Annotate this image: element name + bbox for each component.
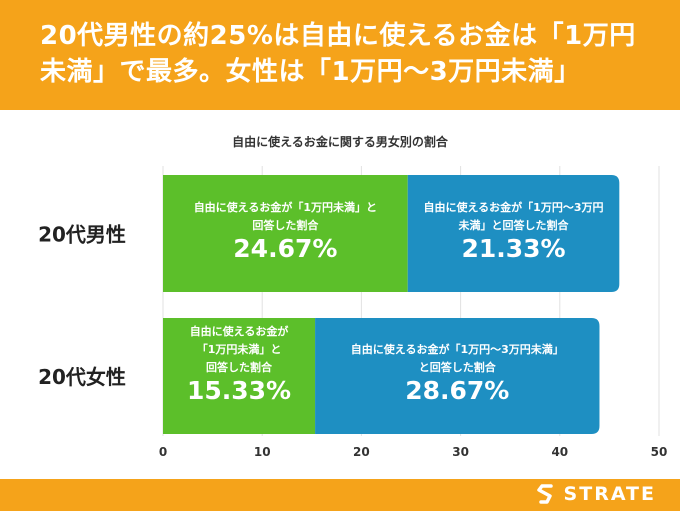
bar-segment — [315, 318, 600, 434]
bar-segment-label: 回答した割合 — [252, 218, 319, 232]
category-label: 20代男性 — [38, 223, 126, 247]
x-tick-label: 10 — [254, 445, 271, 459]
brand-name: STRATE — [563, 483, 656, 505]
bar-value-label: 21.33% — [461, 234, 565, 263]
stacked-bar-chart: 自由に使えるお金が「1万円未満」と回答した割合24.67%自由に使えるお金が「1… — [38, 166, 668, 459]
bar-segment-label: 自由に使えるお金が「1万円〜3万円 — [424, 200, 604, 214]
strate-logo-icon — [536, 484, 553, 504]
bar-segment-label: と回答した割合 — [419, 360, 497, 374]
header-banner: 20代男性の約25%は自由に使えるお金は「1万円 未満」で最多。女性は「1万円〜… — [0, 0, 680, 110]
footer-bar: STRATE — [0, 479, 680, 511]
headline-line-1: 20代男性の約25%は自由に使えるお金は「1万円 — [40, 21, 636, 51]
x-tick-label: 0 — [159, 445, 167, 459]
bar-value-label: 15.33% — [187, 376, 291, 405]
bar-segment-label: 自由に使えるお金が「1万円〜3万円未満」 — [351, 342, 564, 356]
chart-title: 自由に使えるお金に関する男女別の割合 — [232, 135, 448, 149]
bar-segment — [407, 175, 620, 292]
x-tick-label: 40 — [551, 445, 568, 459]
x-tick-label: 20 — [353, 445, 370, 459]
bar-value-label: 28.67% — [405, 376, 509, 405]
bar-segment-label: 「1万円未満」と — [197, 342, 282, 356]
bar-value-label: 24.67% — [233, 234, 337, 263]
x-tick-label: 50 — [651, 445, 668, 459]
brand-logo: STRATE — [536, 483, 656, 505]
bar-segment-label: 自由に使えるお金が「1万円未満」と — [194, 200, 377, 214]
bar-segment — [163, 318, 316, 434]
bar-segment-label: 未満」と回答した割合 — [458, 218, 570, 232]
x-tick-label: 30 — [452, 445, 469, 459]
category-label: 20代女性 — [38, 365, 126, 389]
bar-segment — [163, 175, 408, 292]
bar-segment-label: 自由に使えるお金が — [190, 324, 289, 338]
headline-line-2: 未満」で最多。女性は「1万円〜3万円未満」 — [40, 57, 581, 87]
bar-segment-label: 回答した割合 — [206, 360, 273, 374]
